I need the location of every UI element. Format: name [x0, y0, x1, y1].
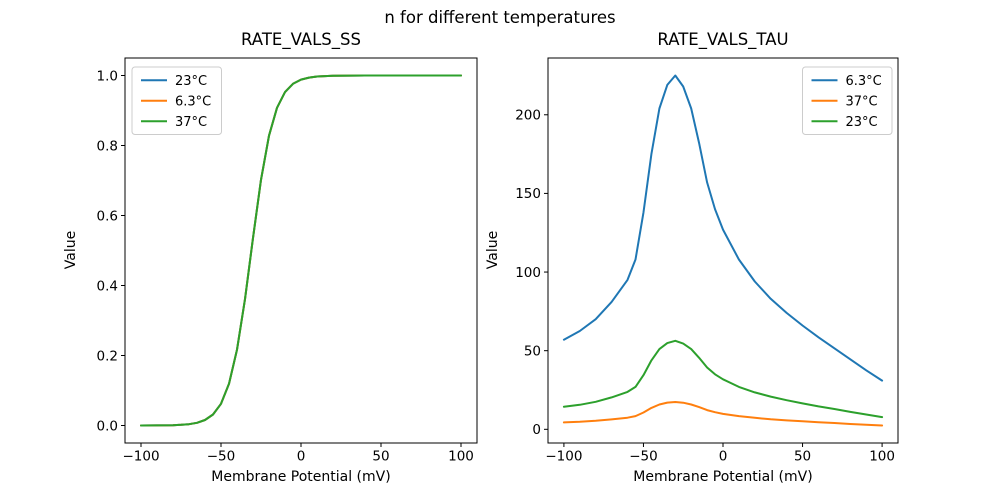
- x-tick-label: 100: [869, 449, 895, 465]
- series-line-37C: [140, 74, 462, 427]
- series-line-37C: [562, 401, 884, 427]
- right-chart-title: RATE_VALS_TAU: [657, 30, 789, 49]
- legend-label: 37°C: [846, 95, 878, 110]
- left-chart: −100 −50 0 50 100 0.0 0.2 0.4 0.6 0.8 1.0 23°C 6.3°C…: [97, 57, 478, 465]
- x-tick-label: −50: [207, 449, 236, 465]
- y-tick-label: 1.0: [97, 68, 118, 84]
- y-tick-label: 50: [524, 343, 541, 359]
- axes-frame: [124, 57, 478, 444]
- y-tick-label: 100: [515, 265, 541, 281]
- y-tick-label: 0.8: [97, 138, 118, 154]
- x-tick-label: 0: [719, 449, 728, 465]
- y-tick-label: 0.6: [97, 208, 118, 224]
- figure-suptitle: n for different temperatures: [384, 8, 616, 27]
- left-y-axis-label: Value: [63, 230, 79, 270]
- left-x-axis-label: Membrane Potential (mV): [211, 469, 391, 485]
- x-tick-label: −100: [122, 449, 159, 465]
- right-chart: −100 −50 0 50 100 0 50 100 150 200 6.3°C 37°C 23°C: [515, 57, 899, 465]
- x-tick-label: 50: [794, 449, 811, 465]
- right-y-axis-label: Value: [485, 230, 501, 270]
- right-legend: 6.3°C 37°C 23°C: [802, 66, 893, 135]
- y-tick-label: 0.4: [97, 278, 118, 294]
- legend-label: 37°C: [175, 115, 207, 130]
- left-chart-title: RATE_VALS_SS: [241, 30, 361, 49]
- left-legend: 23°C 6.3°C 37°C: [131, 66, 222, 135]
- legend-label: 23°C: [175, 74, 207, 89]
- legend-box: [802, 66, 893, 135]
- x-tick-label: −50: [629, 449, 658, 465]
- right-x-axis-label: Membrane Potential (mV): [633, 469, 813, 485]
- y-tick-label: 150: [515, 186, 541, 202]
- series-line-6.3C: [562, 74, 884, 382]
- y-tick-label: 0.2: [97, 348, 118, 364]
- legend-label: 6.3°C: [175, 95, 211, 110]
- y-tick-label: 0.0: [97, 418, 118, 434]
- axes-frame: [547, 57, 899, 444]
- y-tick-label: 200: [515, 108, 541, 124]
- x-tick-label: 0: [297, 449, 306, 465]
- x-tick-label: 50: [372, 449, 389, 465]
- y-tick-label: 0: [532, 422, 541, 438]
- x-tick-label: −100: [545, 449, 582, 465]
- x-tick-label: 100: [448, 449, 474, 465]
- series-line-23C: [562, 339, 884, 419]
- legend-label: 6.3°C: [846, 74, 882, 89]
- legend-box: [131, 66, 222, 135]
- legend-label: 23°C: [846, 115, 878, 130]
